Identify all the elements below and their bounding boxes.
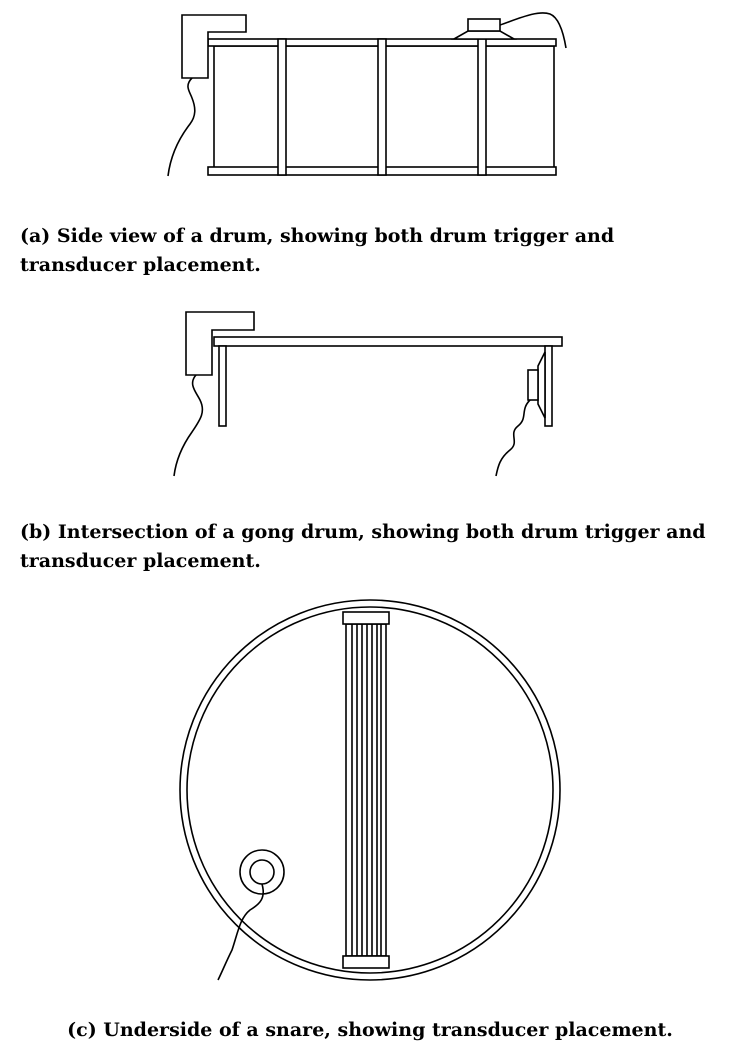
gong-drum-shell-left bbox=[218, 345, 227, 427]
snare-underside-diagram bbox=[179, 599, 561, 981]
transducer-cable bbox=[499, 12, 567, 49]
tension-rod bbox=[277, 38, 287, 176]
figure-c-caption: (c) Underside of a snare, showing transd… bbox=[67, 1019, 673, 1041]
transducer-cap bbox=[467, 18, 501, 32]
transducer-outer-ring bbox=[239, 849, 285, 895]
trigger-cable bbox=[173, 374, 204, 477]
snare-wire-end-clamp bbox=[342, 611, 390, 625]
gong-drum-head bbox=[213, 336, 563, 347]
transducer-cap bbox=[527, 369, 539, 401]
drum-side-view-diagram bbox=[167, 12, 567, 177]
gong-drum-shell-right bbox=[544, 345, 553, 427]
transducer-inner-ring bbox=[249, 859, 275, 885]
tension-rod bbox=[377, 38, 387, 176]
snare-inner-rim bbox=[186, 606, 554, 974]
snare-outer-rim bbox=[179, 599, 561, 981]
gong-drum-intersection-diagram bbox=[173, 311, 563, 477]
figure-a-caption: (a) Side view of a drum, showing both dr… bbox=[20, 225, 615, 276]
drum-trigger bbox=[181, 14, 247, 79]
figure-b-caption: (b) Intersection of a gong drum, showing… bbox=[20, 521, 706, 572]
trigger-cable bbox=[167, 77, 196, 177]
transducer bbox=[450, 30, 518, 40]
transducer-cable bbox=[217, 883, 265, 981]
drum-trigger bbox=[185, 311, 255, 376]
transducer-cable bbox=[495, 399, 531, 477]
transducer bbox=[537, 351, 546, 419]
tension-rod bbox=[477, 38, 487, 176]
snare-wires bbox=[342, 611, 390, 969]
snare-wire-end-clamp bbox=[342, 955, 390, 969]
